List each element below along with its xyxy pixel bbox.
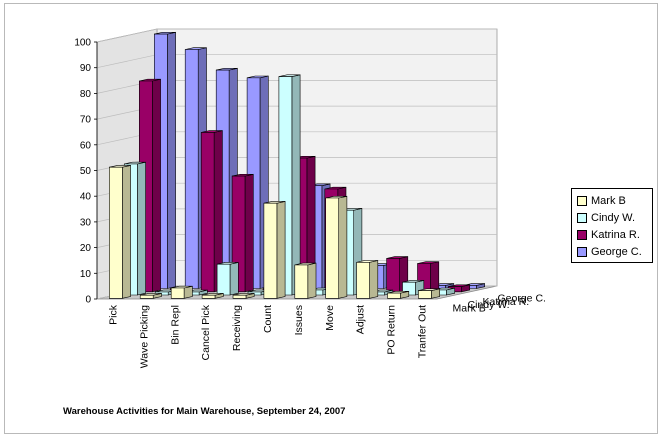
bar-side xyxy=(152,78,161,293)
legend-label: Mark B xyxy=(591,194,626,207)
x-tick-label: PO Return xyxy=(386,305,398,355)
x-tick-label: Cancel Pick xyxy=(200,304,212,360)
x-tick-label: Tranfer Out xyxy=(417,305,429,358)
bar-side xyxy=(369,260,379,299)
x-tick-label: Pick xyxy=(108,304,120,325)
bar xyxy=(170,287,185,299)
bar-side xyxy=(122,165,131,299)
bar xyxy=(201,294,216,299)
bar-side xyxy=(137,161,146,296)
legend-swatch xyxy=(577,195,587,206)
y-tick-label: 80 xyxy=(80,89,92,100)
legend-item-katrina-r: Katrina R. xyxy=(577,226,648,243)
bar-side xyxy=(244,173,254,293)
legend-swatch xyxy=(577,246,587,257)
x-tick-label: Wave Picking xyxy=(138,305,150,368)
bar xyxy=(109,166,123,299)
y-tick-label: 50 xyxy=(80,166,92,177)
series-axis-label: Katrina R. xyxy=(483,296,530,308)
y-tick-label: 10 xyxy=(80,269,92,280)
bar xyxy=(386,258,400,293)
legend-item-cindy-w: Cindy W. xyxy=(577,209,648,226)
bar-side xyxy=(276,201,286,299)
bar xyxy=(325,197,340,299)
legend-swatch xyxy=(577,229,587,240)
x-tick-label: Move xyxy=(324,305,336,331)
series-axis-label: Cindy W. xyxy=(468,299,510,311)
bar-side xyxy=(338,195,348,299)
x-tick-label: Receiving xyxy=(231,305,243,351)
y-tick-label: 90 xyxy=(80,63,92,74)
legend-label: Katrina R. xyxy=(591,228,640,241)
bar xyxy=(387,292,401,299)
x-tick-label: Bin Repl xyxy=(169,305,181,345)
legend-item-mark-b: Mark B xyxy=(577,192,648,209)
x-tick-label: Issues xyxy=(293,305,305,335)
bar xyxy=(232,294,247,299)
bar-side xyxy=(291,74,301,296)
bar-side xyxy=(430,261,440,293)
y-tick-label: 60 xyxy=(80,140,92,151)
bar xyxy=(418,290,432,299)
bar xyxy=(139,294,154,299)
y-tick-label: 100 xyxy=(74,38,91,49)
y-tick-label: 0 xyxy=(85,295,91,306)
bar xyxy=(200,132,215,293)
x-tick-label: Count xyxy=(262,305,274,333)
bar xyxy=(294,264,309,299)
y-tick-label: 20 xyxy=(80,243,92,254)
y-tick-label: 40 xyxy=(80,192,92,203)
bar xyxy=(184,49,199,289)
legend-label: Cindy W. xyxy=(591,211,636,224)
legend-item-george-c: George C. xyxy=(577,243,648,260)
x-tick-label: Adjust xyxy=(355,305,367,334)
bar xyxy=(263,202,278,299)
chart-frame: 0 10 20 30 40 50 60 70 80 90 100 Pick Wave Picking Bi… xyxy=(4,3,658,434)
series-axis-label: George C. xyxy=(498,293,546,305)
y-tick-label: 30 xyxy=(80,217,92,228)
legend-label: George C. xyxy=(591,245,642,258)
bar-side xyxy=(167,31,176,289)
gridline xyxy=(96,28,497,43)
y-tick-label: 70 xyxy=(80,115,92,126)
bar-side xyxy=(307,262,317,299)
bar-side xyxy=(229,262,239,296)
bar xyxy=(356,261,370,299)
series-axis-label: Mark B xyxy=(453,302,486,314)
chart-title: Warehouse Activities for Main Warehouse,… xyxy=(63,406,346,417)
bar xyxy=(216,263,231,296)
chart-legend: Mark B Cindy W. Katrina R. George C. xyxy=(571,188,653,263)
legend-swatch xyxy=(577,212,587,223)
chart-plot: 0 10 20 30 40 50 60 70 80 90 100 Pick Wave Picking Bi… xyxy=(74,28,546,368)
